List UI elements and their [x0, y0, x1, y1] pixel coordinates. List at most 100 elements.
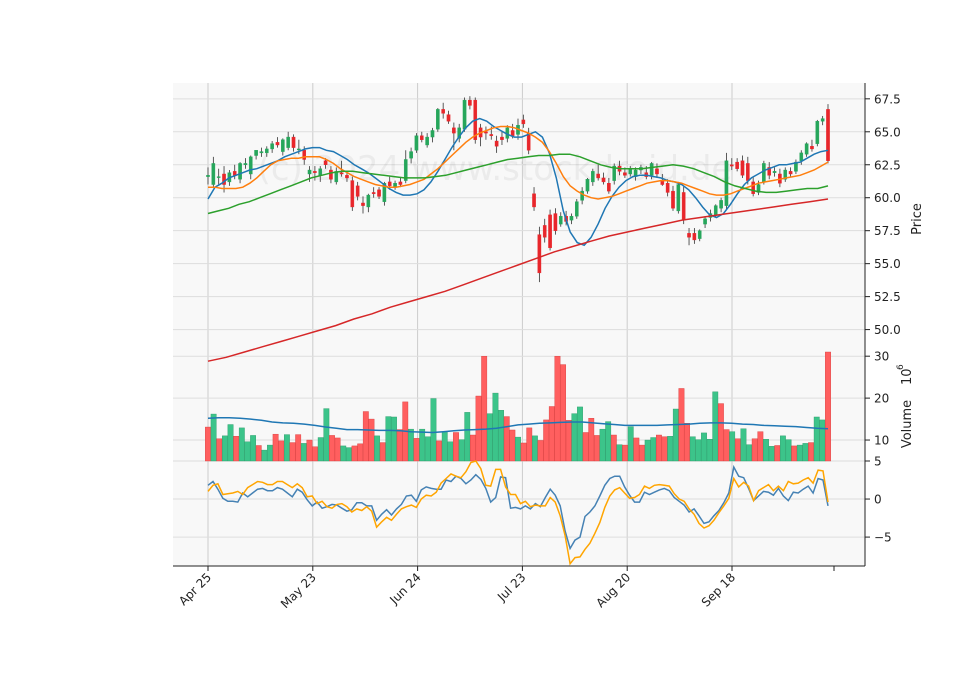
- candle-body: [526, 132, 531, 151]
- candle-body: [403, 159, 408, 181]
- candle-body: [713, 205, 718, 216]
- volume-bar: [667, 436, 674, 462]
- candle-body: [729, 164, 734, 167]
- volume-bar: [250, 435, 256, 462]
- candle-body: [275, 142, 280, 146]
- moving-average-line: [207, 117, 829, 247]
- y-tick-label: 57.5: [874, 224, 901, 238]
- y-tick-label: 10: [874, 434, 889, 448]
- candle-body: [623, 172, 627, 176]
- candle-body: [607, 183, 611, 192]
- volume-bar: [796, 444, 803, 462]
- candle-body: [697, 230, 702, 239]
- volume-bar: [278, 440, 285, 462]
- volume-axis-label: Volume: [900, 400, 915, 448]
- candle-body: [366, 194, 371, 208]
- candle-body: [601, 177, 606, 183]
- volume-bar: [475, 395, 482, 462]
- candle-body: [537, 234, 542, 274]
- volume-multiplier-exponent: 6: [896, 364, 906, 370]
- volume-bar: [757, 431, 764, 462]
- candle-body: [371, 192, 376, 194]
- y-tick-label: 60.0: [874, 191, 901, 205]
- volume-bar: [746, 444, 752, 462]
- candle-body: [826, 109, 830, 161]
- volume-bar: [565, 420, 572, 462]
- volume-bar: [385, 416, 392, 462]
- y-tick-label: 50.0: [874, 323, 901, 337]
- candle-body: [746, 163, 750, 181]
- candle-body: [767, 167, 772, 176]
- candle-body: [238, 163, 242, 180]
- candle-body: [355, 185, 360, 197]
- volume-bar: [802, 443, 809, 462]
- candle-body: [500, 136, 504, 140]
- volume-bar: [588, 418, 595, 462]
- volume-bar: [222, 435, 228, 462]
- candle-body: [489, 134, 494, 136]
- candle-body: [735, 161, 739, 169]
- candle-body: [703, 218, 707, 225]
- volume-bar: [825, 351, 831, 462]
- candle-body: [628, 168, 633, 175]
- y-tick-label: 20: [874, 392, 889, 406]
- volume-bar: [340, 445, 347, 462]
- candle-body: [206, 175, 210, 177]
- price-moving-averages: [207, 117, 829, 362]
- volume-bar: [819, 419, 826, 462]
- volume-bar: [633, 437, 640, 462]
- volume-bar: [374, 435, 380, 462]
- candle-body: [398, 181, 403, 185]
- candle-body: [302, 150, 307, 160]
- oscillator-line: [207, 460, 829, 566]
- candle-body: [542, 225, 547, 238]
- candle-body: [318, 168, 323, 176]
- oscillator-lines: [207, 460, 829, 566]
- volume-bar: [526, 427, 533, 462]
- oscillator-line: [207, 464, 829, 551]
- candle-body: [323, 160, 328, 165]
- candle-body: [441, 109, 445, 114]
- candle-body: [484, 131, 488, 134]
- volume-multiplier-base: 10: [900, 368, 915, 385]
- volume-bar: [306, 439, 313, 462]
- volume-bar: [430, 398, 437, 462]
- volume-bar: [289, 442, 296, 462]
- y-tick-label: −5: [874, 531, 892, 545]
- candle-body: [756, 184, 761, 193]
- candle-body: [222, 173, 226, 185]
- candle-body: [783, 169, 788, 180]
- volume-bar: [396, 429, 403, 462]
- volume-bar: [740, 428, 747, 462]
- y-tick-label: 5: [874, 455, 882, 469]
- volume-bar: [453, 432, 459, 462]
- volume-bar: [813, 416, 820, 462]
- volume-bar: [481, 355, 488, 462]
- volume-bar: [351, 445, 358, 462]
- candle-body: [799, 152, 804, 161]
- moving-average-line: [208, 125, 829, 200]
- candle-body: [259, 151, 264, 154]
- volume-bar: [661, 436, 668, 462]
- volume-bar: [498, 410, 504, 462]
- volume-bar: [509, 429, 516, 462]
- volume-bar: [362, 411, 369, 462]
- candle-body: [815, 121, 820, 144]
- volume-bar: [599, 428, 606, 462]
- volume-bar: [543, 419, 550, 462]
- volume-bar: [701, 432, 707, 462]
- candle-body: [740, 160, 745, 176]
- volume-bar: [610, 434, 617, 462]
- candle-body: [382, 183, 387, 202]
- volume-bar: [408, 428, 414, 462]
- volume-bar: [791, 445, 798, 462]
- volume-bar: [300, 443, 307, 462]
- candle-body: [794, 161, 798, 172]
- x-tick-label: Jul 23: [494, 570, 528, 604]
- x-tick-label: Apr 25: [176, 570, 214, 608]
- candle-body: [409, 151, 413, 159]
- volume-bar: [684, 423, 690, 462]
- volume-bar: [424, 436, 431, 462]
- volume-bar: [537, 440, 544, 462]
- volume-bar: [689, 436, 696, 462]
